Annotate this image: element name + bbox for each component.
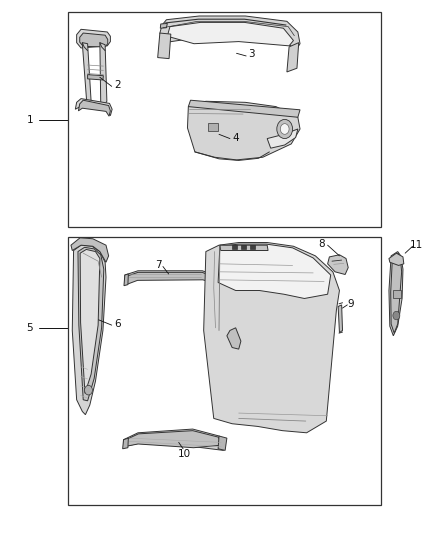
Circle shape (277, 119, 293, 139)
Polygon shape (267, 129, 298, 148)
Polygon shape (125, 271, 219, 284)
Bar (208, 123, 218, 131)
Bar (68, 237, 381, 505)
Polygon shape (124, 429, 226, 450)
Circle shape (280, 124, 289, 134)
Polygon shape (80, 33, 108, 47)
Polygon shape (389, 252, 403, 336)
Polygon shape (391, 253, 402, 333)
Polygon shape (71, 238, 109, 262)
Polygon shape (338, 305, 343, 333)
Polygon shape (82, 43, 91, 107)
Bar (250, 245, 255, 249)
Polygon shape (160, 23, 167, 28)
Text: 8: 8 (318, 239, 325, 249)
Polygon shape (218, 436, 227, 450)
Bar (68, 12, 381, 227)
Polygon shape (287, 43, 299, 72)
Polygon shape (100, 43, 107, 107)
Polygon shape (80, 249, 100, 393)
Text: 2: 2 (114, 80, 121, 90)
Text: 10: 10 (177, 449, 191, 459)
Circle shape (85, 385, 92, 395)
Polygon shape (88, 75, 103, 80)
Bar (393, 290, 401, 298)
Polygon shape (218, 244, 331, 298)
Polygon shape (187, 101, 300, 160)
Polygon shape (389, 253, 404, 265)
Text: 3: 3 (248, 50, 255, 59)
Circle shape (393, 311, 400, 320)
Text: 9: 9 (347, 299, 354, 309)
Polygon shape (227, 328, 241, 349)
Polygon shape (328, 255, 348, 274)
Polygon shape (78, 247, 104, 401)
Polygon shape (72, 245, 106, 415)
Polygon shape (160, 16, 300, 51)
Polygon shape (158, 33, 171, 59)
Text: 7: 7 (155, 261, 162, 270)
Polygon shape (75, 99, 112, 116)
Polygon shape (78, 100, 110, 116)
Text: 6: 6 (114, 319, 121, 329)
Polygon shape (123, 438, 128, 449)
Polygon shape (204, 243, 339, 433)
Polygon shape (188, 100, 300, 117)
Text: 1: 1 (26, 115, 33, 125)
Text: 11: 11 (410, 240, 423, 250)
Bar (241, 245, 246, 249)
Polygon shape (124, 274, 128, 286)
Polygon shape (167, 22, 293, 46)
Polygon shape (216, 276, 221, 289)
Polygon shape (220, 245, 268, 251)
Polygon shape (127, 431, 223, 448)
Bar (232, 245, 237, 249)
Polygon shape (126, 272, 216, 285)
Text: 4: 4 (232, 133, 239, 142)
Polygon shape (77, 29, 110, 48)
Text: 5: 5 (26, 323, 33, 333)
